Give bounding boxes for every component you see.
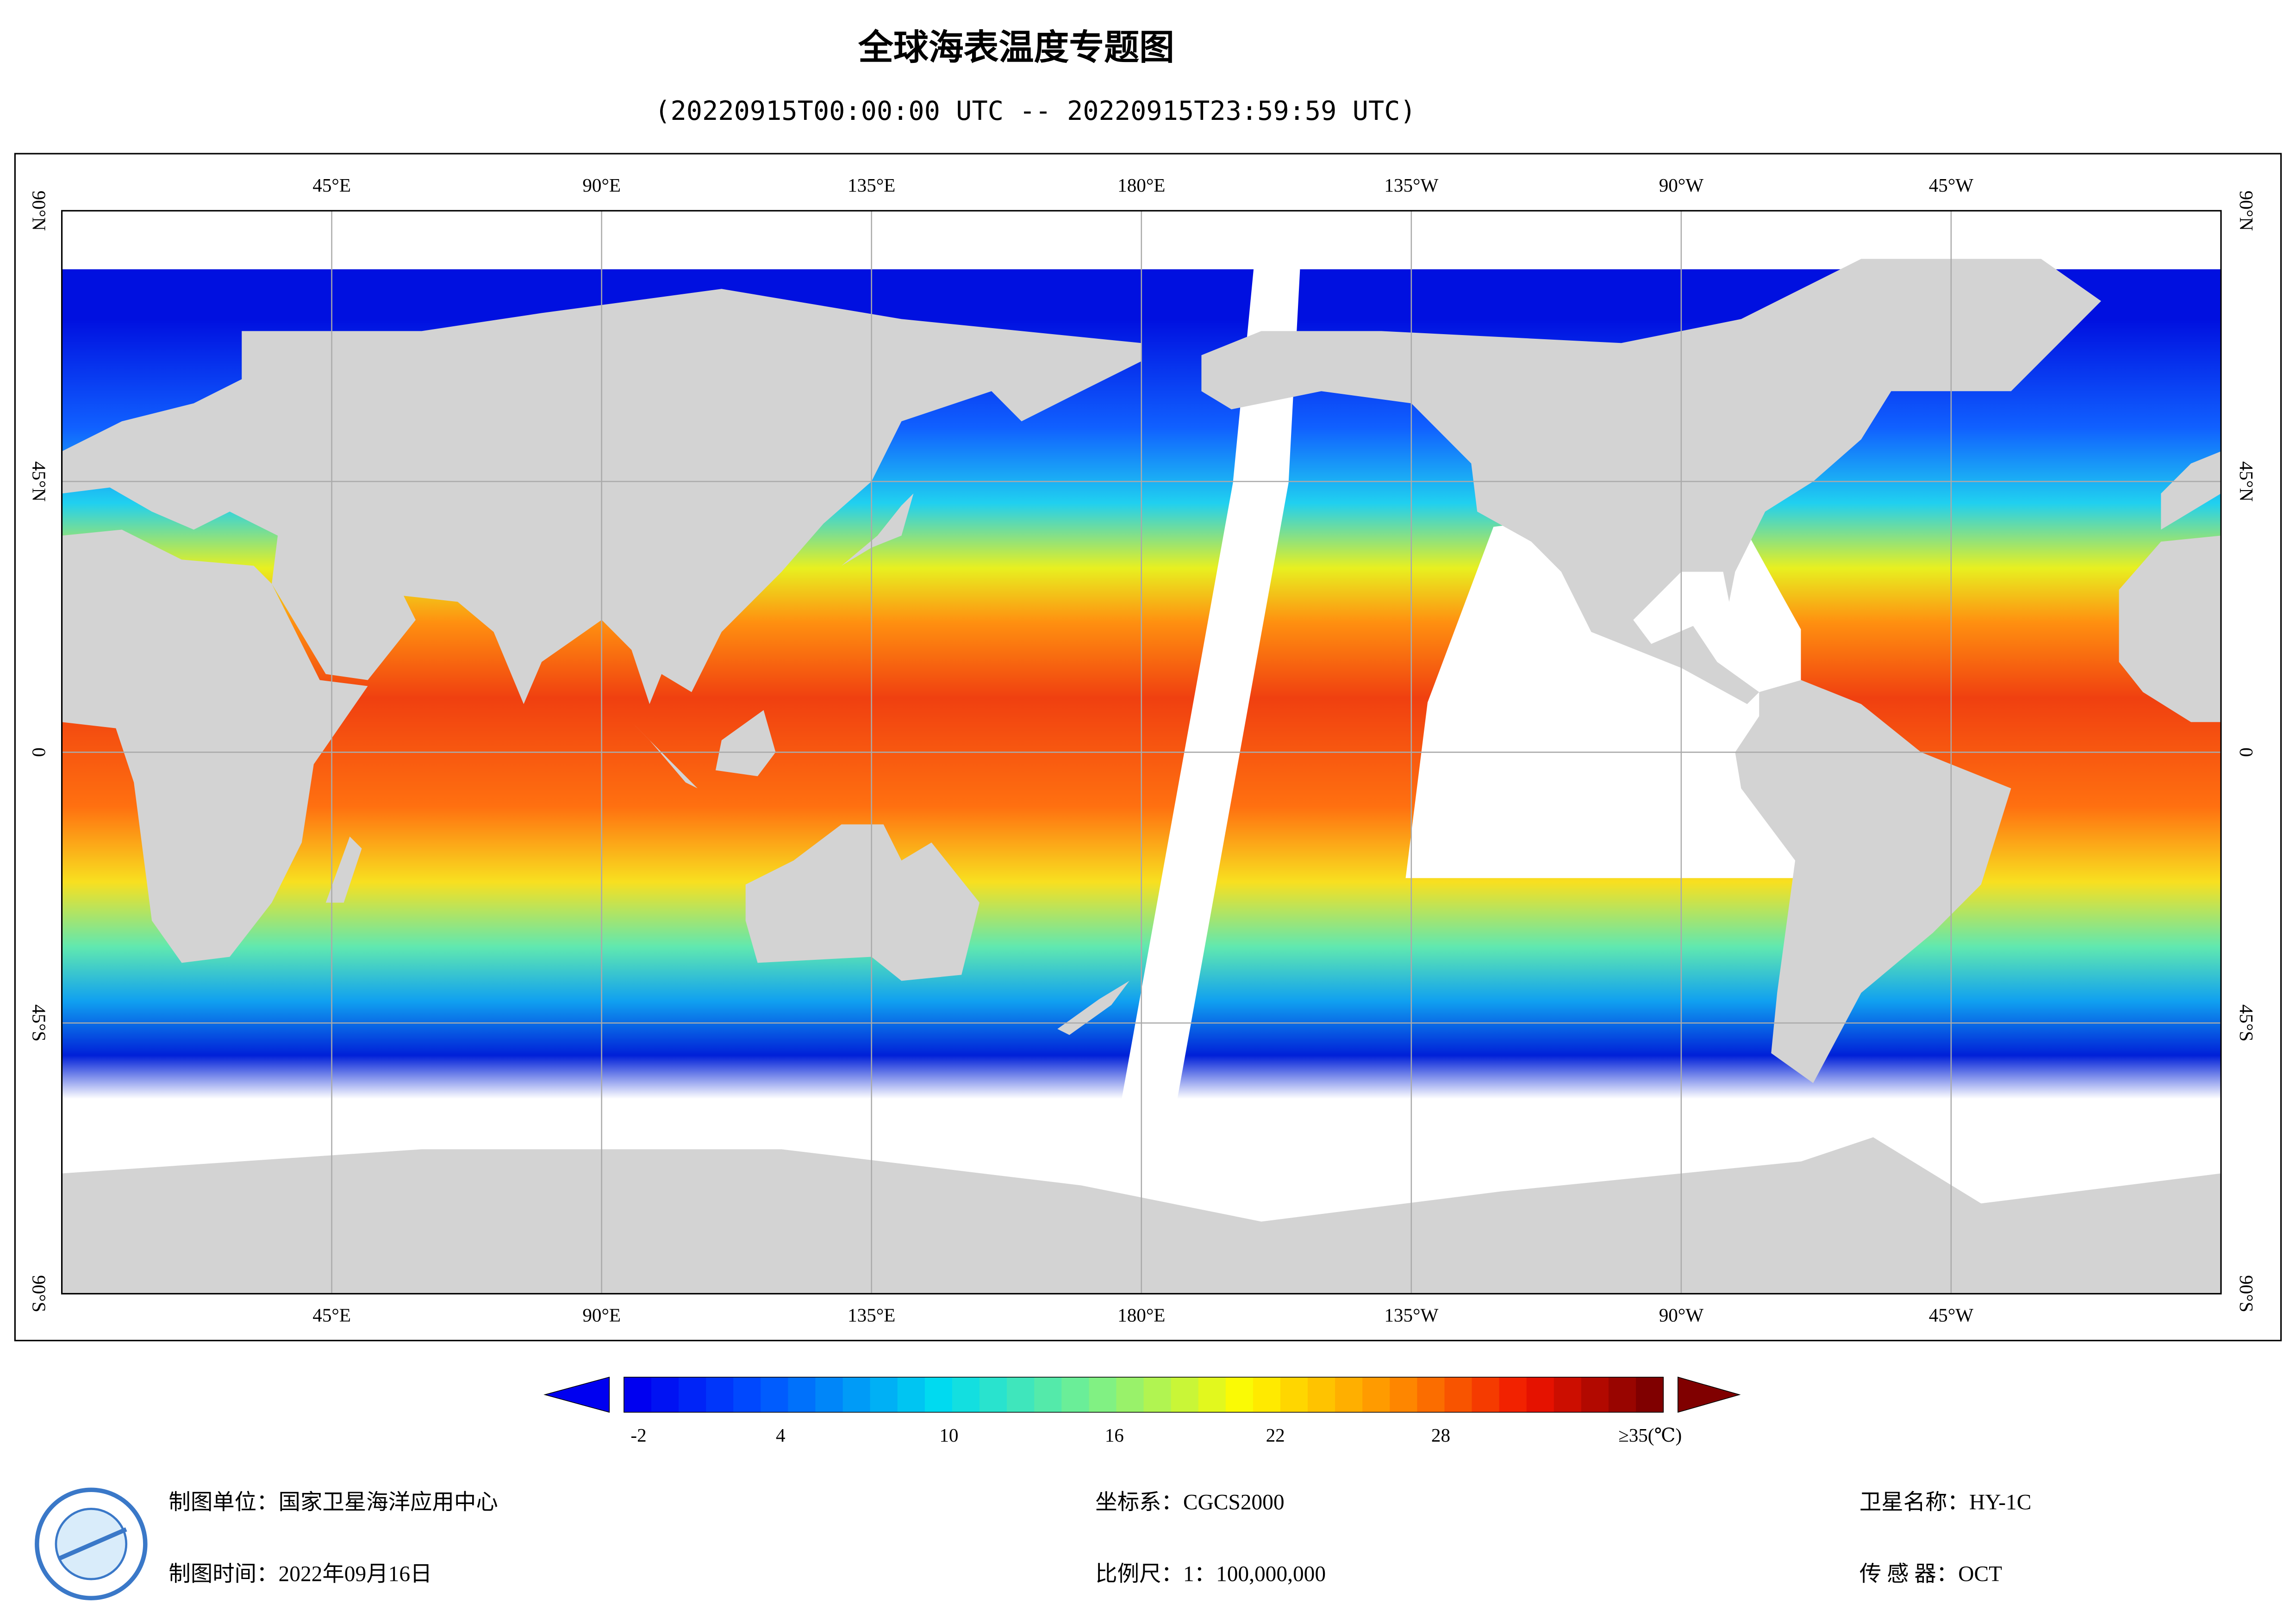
colorbar-swatch	[897, 1377, 925, 1412]
lon-label: 90°W	[1659, 1305, 1704, 1326]
colorbar-swatch	[815, 1377, 843, 1412]
colorbar-label: ≥35(℃)	[1618, 1424, 1682, 1446]
colorbar-border	[624, 1376, 1664, 1413]
landmass	[2161, 451, 2221, 530]
lon-label: 45°W	[1929, 1305, 1974, 1326]
colorbar-swatch	[1390, 1377, 1418, 1412]
lat-label: 0	[28, 747, 50, 757]
colorbar-swatch	[870, 1377, 898, 1412]
map-frame	[14, 153, 2282, 1342]
landmass	[1735, 680, 2011, 1083]
lon-label: 90°E	[582, 174, 621, 196]
colorbar-swatch	[733, 1377, 761, 1412]
landmass	[715, 710, 776, 777]
lat-label: 0	[2236, 747, 2257, 757]
colorbar-swatch	[788, 1377, 816, 1412]
colorbar-swatch	[1444, 1377, 1472, 1412]
orbit-gap	[1405, 497, 1801, 878]
map-subtitle: (20220915T00:00:00 UTC -- 20220915T23:59…	[655, 96, 1416, 126]
landmass	[62, 529, 368, 963]
colorbar-swatch	[1089, 1377, 1117, 1412]
lon-label: 90°W	[1659, 174, 1704, 196]
colorbar-swatch	[1253, 1377, 1281, 1412]
colorbar-label: 16	[1105, 1424, 1124, 1446]
colorbar-label: 28	[1431, 1424, 1450, 1446]
footer-text: 比例尺：1：100,000,000	[1095, 1562, 1326, 1586]
lat-label: 45°S	[2236, 1004, 2257, 1041]
colorbar-swatch	[1061, 1377, 1090, 1412]
lon-label: 135°E	[848, 1305, 895, 1326]
landmass	[1057, 981, 1129, 1035]
colorbar-swatch	[761, 1377, 789, 1412]
lon-label: 135°E	[848, 174, 895, 196]
colorbar-swatch	[1472, 1377, 1500, 1412]
landmass	[2119, 535, 2221, 722]
footer-text: 制图时间：2022年09月16日	[168, 1562, 432, 1586]
lat-label: 90°N	[2236, 191, 2257, 231]
lon-label: 90°E	[582, 1305, 621, 1326]
lon-label: 135°W	[1384, 1305, 1438, 1326]
colorbar-swatch	[1526, 1377, 1554, 1412]
colorbar-swatch	[1198, 1377, 1226, 1412]
colorbar-swatch	[706, 1377, 734, 1412]
colorbar-swatch	[1308, 1377, 1336, 1412]
colorbar-swatch	[1581, 1377, 1609, 1412]
colorbar-swatch	[1608, 1377, 1636, 1412]
lon-label: 45°W	[1929, 174, 1974, 196]
colorbar-label: 22	[1266, 1424, 1285, 1446]
colorbar-label: 4	[776, 1424, 786, 1446]
landmass	[745, 824, 980, 981]
colorbar-swatch	[1499, 1377, 1527, 1412]
colorbar-swatch	[1636, 1377, 1664, 1412]
lon-label: 135°W	[1384, 174, 1438, 196]
landmass	[325, 836, 362, 903]
footer-text: 传 感 器：OCT	[1859, 1562, 2002, 1586]
colorbar-swatch	[1362, 1377, 1391, 1412]
colorbar-swatch	[1417, 1377, 1445, 1412]
colorbar-label: 10	[939, 1424, 958, 1446]
colorbar-swatch	[1034, 1377, 1062, 1412]
colorbar-swatch	[842, 1377, 871, 1412]
colorbar-swatch	[651, 1377, 680, 1412]
colorbar-swatch	[1171, 1377, 1199, 1412]
footer-text: 卫星名称：HY-1C	[1859, 1491, 2031, 1515]
map-title: 全球海表温度专题图	[858, 27, 1174, 68]
colorbar-swatch	[1225, 1377, 1254, 1412]
colorbar: -2 4 10 16 22 28 ≥35(℃)	[543, 1376, 1741, 1446]
lat-label: 90°N	[28, 191, 50, 231]
lat-label: 45°N	[28, 461, 50, 502]
footer-text: 制图单位：国家卫星海洋应用中心	[168, 1491, 498, 1515]
colorbar-swatch	[624, 1377, 652, 1412]
lon-label: 180°E	[1117, 174, 1165, 196]
colorbar-swatch	[1280, 1377, 1308, 1412]
graticule: 45°E 45°E 90°E 90°E 135°E 135°E 180°E 180°E 135°…	[28, 174, 2257, 1325]
colorbar-swatch	[1116, 1377, 1144, 1412]
colorbar-max-arrow	[1677, 1376, 1741, 1413]
logo-satellite	[58, 1527, 127, 1561]
lon-label: 180°E	[1117, 1305, 1165, 1326]
colorbar-swatch	[980, 1377, 1008, 1412]
colorbar-swatch	[679, 1377, 707, 1412]
landmass	[841, 493, 914, 566]
colorbar-swatch	[1143, 1377, 1172, 1412]
colorbar-min-arrow	[543, 1376, 610, 1413]
colorbar-swatch	[1335, 1377, 1363, 1412]
colorbar-swatch	[952, 1377, 980, 1412]
lat-label: 90°S	[2236, 1275, 2257, 1312]
colorbar-swatch	[1554, 1377, 1582, 1412]
lat-label: 45°N	[2236, 461, 2257, 502]
map-border	[61, 210, 2222, 1295]
lon-label: 45°E	[312, 1305, 351, 1326]
colorbar-label: -2	[630, 1424, 646, 1446]
colorbar-swatch	[1007, 1377, 1035, 1412]
lon-label: 45°E	[312, 174, 351, 196]
colorbar-swatch	[924, 1377, 953, 1412]
lat-label: 90°S	[28, 1275, 50, 1312]
footer-text: 坐标系：CGCS2000	[1095, 1491, 1284, 1515]
lat-label: 45°S	[28, 1004, 50, 1041]
